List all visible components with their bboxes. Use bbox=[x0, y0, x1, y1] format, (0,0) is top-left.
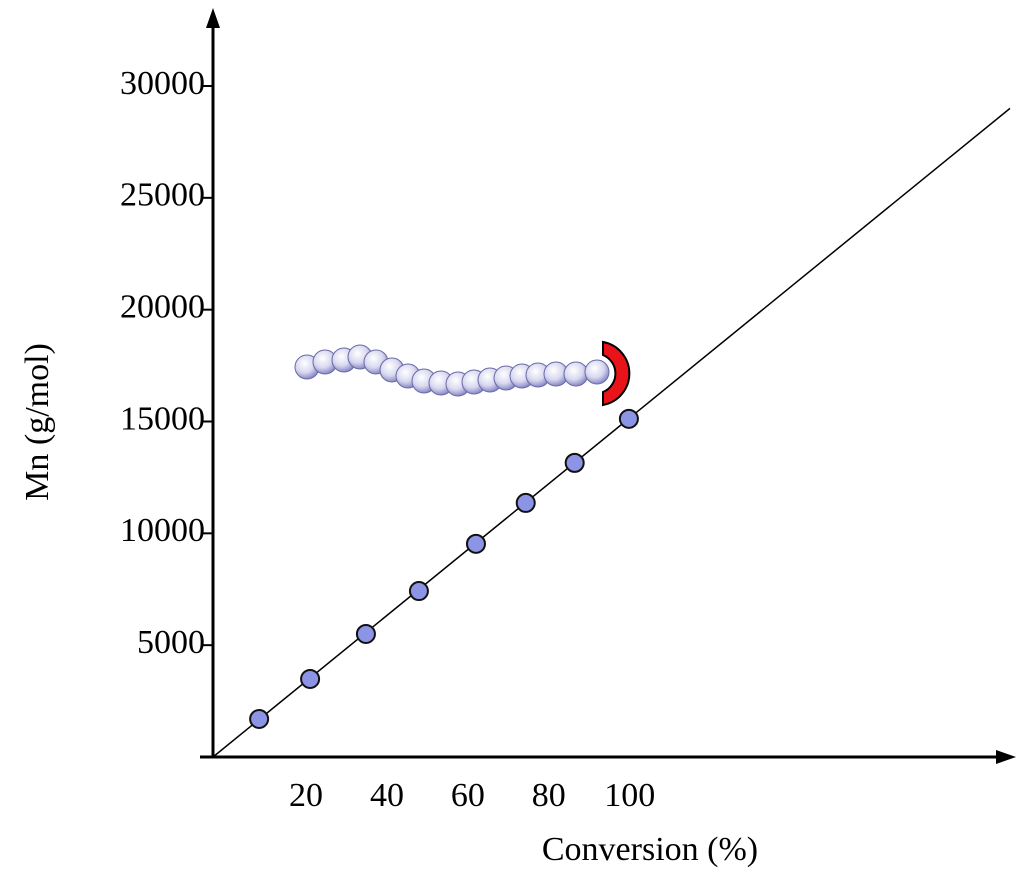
chain-end-cap bbox=[602, 340, 631, 407]
x-tick-label: 80 bbox=[532, 777, 566, 814]
y-axis-label: Mn (g/mol) bbox=[19, 343, 56, 501]
x-tick-label: 100 bbox=[604, 777, 655, 814]
data-point bbox=[564, 452, 585, 473]
x-tick-label: 60 bbox=[451, 777, 485, 814]
data-point bbox=[355, 623, 376, 644]
x-axis-label: Conversion (%) bbox=[542, 831, 758, 868]
y-tick-label: 30000 bbox=[120, 65, 205, 102]
trend-line bbox=[212, 107, 1011, 758]
y-tick-label: 20000 bbox=[120, 288, 205, 325]
polymer-chain bbox=[294, 344, 610, 397]
data-point bbox=[249, 708, 270, 729]
data-point bbox=[515, 492, 536, 513]
y-tick-label: 10000 bbox=[120, 512, 205, 549]
data-point bbox=[618, 408, 639, 429]
x-tick-label: 40 bbox=[370, 777, 404, 814]
x-tick-label: 20 bbox=[289, 777, 323, 814]
data-point bbox=[300, 668, 321, 689]
data-point bbox=[465, 533, 486, 554]
data-point bbox=[408, 581, 429, 602]
y-tick-label: 15000 bbox=[120, 400, 205, 437]
y-axis-arrow bbox=[206, 8, 220, 28]
x-axis-arrow bbox=[996, 750, 1016, 764]
y-tick-label: 5000 bbox=[137, 624, 205, 661]
y-tick-label: 25000 bbox=[120, 177, 205, 214]
